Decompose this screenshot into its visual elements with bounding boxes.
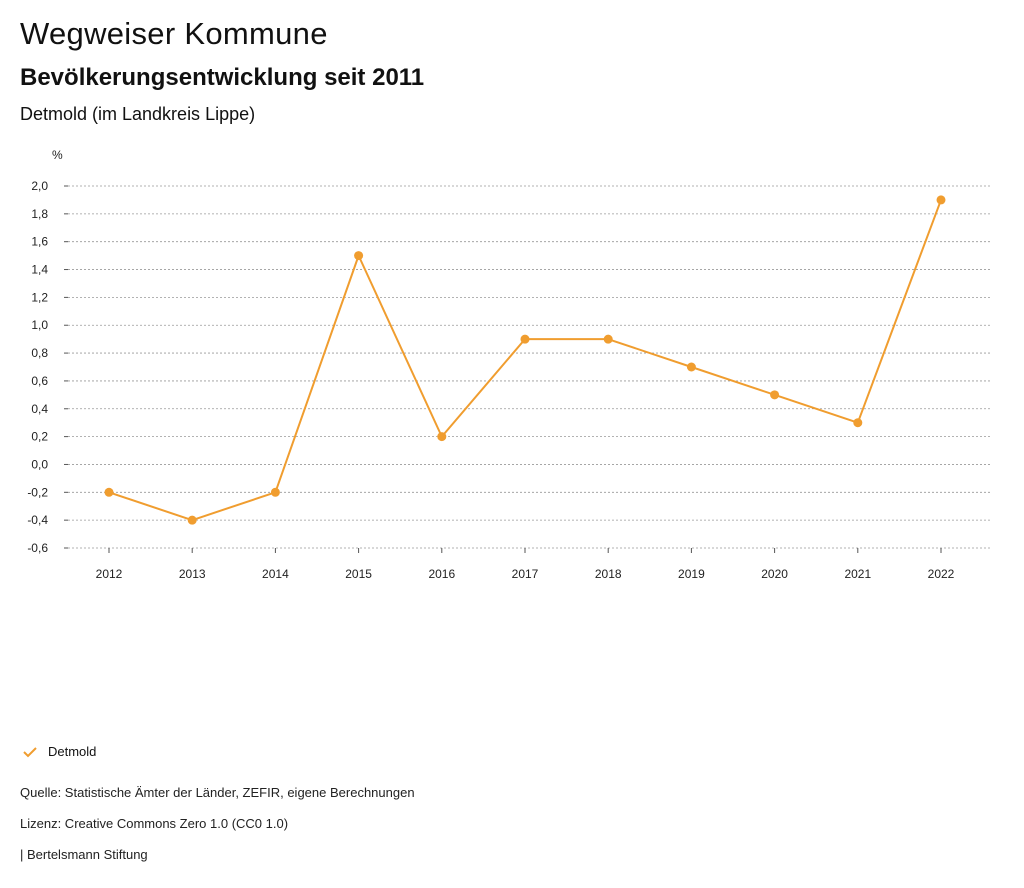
y-tick-label: 0,8 bbox=[31, 346, 48, 360]
source-note: Quelle: Statistische Ämter der Länder, Z… bbox=[20, 785, 415, 800]
y-tick-label: 0,0 bbox=[31, 457, 48, 471]
x-tick-label: 2014 bbox=[262, 567, 289, 581]
x-tick-label: 2017 bbox=[512, 567, 539, 581]
data-point bbox=[520, 334, 530, 344]
x-tick-label: 2020 bbox=[761, 567, 788, 581]
data-point bbox=[437, 432, 447, 442]
x-tick-label: 2013 bbox=[179, 567, 206, 581]
x-tick-label: 2022 bbox=[928, 567, 955, 581]
y-tick-label: 0,2 bbox=[31, 430, 48, 444]
x-tick-label: 2015 bbox=[345, 567, 372, 581]
data-point bbox=[187, 515, 197, 525]
y-tick-label: 1,6 bbox=[31, 235, 48, 249]
y-tick-label: 1,4 bbox=[31, 263, 48, 277]
data-point bbox=[270, 487, 280, 497]
y-tick-label: -0,4 bbox=[27, 513, 48, 527]
region-label: Detmold (im Landkreis Lippe) bbox=[20, 104, 256, 124]
data-point bbox=[104, 487, 114, 497]
x-tick-label: 2016 bbox=[428, 567, 455, 581]
y-tick-label: 1,0 bbox=[31, 318, 48, 332]
legend-label: Detmold bbox=[48, 744, 97, 759]
chart-subtitle: Bevölkerungsentwicklung seit 2011 bbox=[20, 64, 425, 91]
x-tick-label: 2012 bbox=[96, 567, 123, 581]
brand-note: | Bertelsmann Stiftung bbox=[20, 847, 148, 862]
data-point bbox=[936, 195, 946, 205]
y-tick-label: 1,2 bbox=[31, 290, 48, 304]
data-point bbox=[853, 418, 863, 428]
data-point bbox=[354, 251, 364, 261]
y-tick-label: -0,6 bbox=[27, 541, 48, 555]
x-tick-label: 2018 bbox=[595, 567, 622, 581]
y-axis-unit-label: % bbox=[52, 148, 63, 162]
y-tick-label: 0,4 bbox=[31, 402, 48, 416]
license-note: Lizenz: Creative Commons Zero 1.0 (CC0 1… bbox=[20, 816, 289, 831]
x-tick-label: 2019 bbox=[678, 567, 705, 581]
y-tick-label: 2,0 bbox=[31, 179, 48, 193]
y-tick-label: 1,8 bbox=[31, 207, 48, 221]
data-point bbox=[770, 390, 780, 400]
data-point bbox=[603, 334, 613, 344]
check-icon bbox=[23, 746, 37, 757]
y-tick-label: 0,6 bbox=[31, 374, 48, 388]
x-tick-label: 2021 bbox=[844, 567, 871, 581]
page-title: Wegweiser Kommune bbox=[20, 16, 328, 51]
y-tick-label: -0,2 bbox=[27, 485, 48, 499]
legend-item-detmold[interactable]: Detmold bbox=[22, 744, 96, 759]
line-chart: % 2,0 1,8 1,6 1,4 1,2 1,0 0,8 0,6 0,4 0,2 0,0 -0,2 -0… bbox=[27, 148, 990, 581]
series-line-detmold bbox=[108, 199, 942, 522]
data-point bbox=[686, 362, 696, 372]
